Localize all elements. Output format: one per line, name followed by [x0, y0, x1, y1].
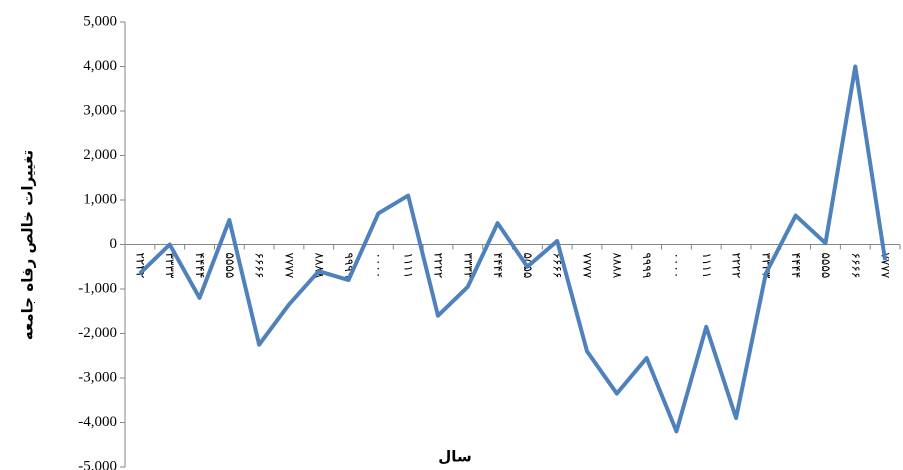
x-tick-label: ۴۴۴۴: [491, 253, 505, 279]
x-tick-label: ۴۴۴۴: [193, 253, 207, 279]
y-tick-label: 0: [110, 236, 118, 252]
y-tick-label: -1,000: [78, 280, 117, 296]
x-tick-label: ۱۱۱۱: [402, 253, 416, 279]
y-tick-label: 2,000: [83, 147, 117, 163]
x-tick-label: ۲۲۲۲: [133, 253, 147, 279]
x-tick-label: ۱۱۱۱: [700, 253, 714, 279]
page: تغییرات خالص رفاه جامعه سال -5,000 -4,000…: [0, 0, 903, 470]
y-tick-label: 4,000: [83, 58, 117, 74]
y-tick-label: 1,000: [83, 191, 117, 207]
x-tick-label: ۶۶۶۶: [849, 253, 863, 279]
y-tick-label: 3,000: [83, 102, 117, 118]
x-tick-label: ۷۷۷۷: [282, 253, 296, 279]
chart: تغییرات خالص رفاه جامعه سال -5,000 -4,000…: [0, 0, 903, 470]
x-tick-label: ۴۴۴۴: [789, 253, 803, 279]
x-tick-label: ۲۲۲۲: [431, 253, 445, 279]
x-axis-title: سال: [438, 448, 471, 466]
x-tick-label: ۸۸۸۸: [610, 253, 624, 279]
x-tick-label: ۵۵۵۵: [819, 253, 833, 279]
x-tick-label: ۵۵۵۵: [223, 253, 237, 279]
y-tick-label: -4,000: [78, 414, 117, 430]
y-tick-label: -2,000: [78, 325, 117, 341]
y-tick-label: -5,000: [78, 458, 117, 470]
x-tick-label: ۹۹۹۹: [640, 253, 654, 279]
y-tick-label: -3,000: [78, 369, 117, 385]
x-tick-label: ۶۶۶۶: [253, 253, 267, 279]
x-tick-label: ۲۲۲۲: [730, 253, 744, 279]
x-tick-label: ۰۰۰۰: [372, 253, 386, 279]
x-tick-label: ۷۷۷۷: [581, 253, 595, 279]
x-tick-label: ۰۰۰۰: [670, 253, 684, 279]
y-tick-label: 5,000: [83, 13, 117, 29]
y-axis-title: تغییرات خالص رفاه جامعه: [19, 150, 37, 340]
